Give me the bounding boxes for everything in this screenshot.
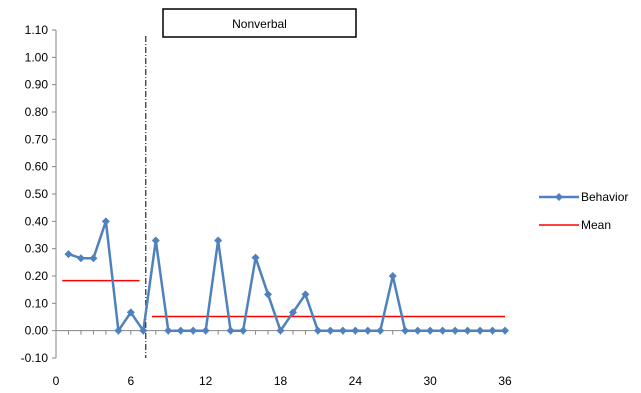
data-point [201,326,210,335]
legend-label-behavior: Behavior [581,190,628,204]
y-tick-label: 1.10 [25,23,49,37]
phase-label: Nonverbal [232,17,287,31]
legend: Behavior Mean [539,190,628,232]
data-point [114,326,123,335]
y-tick-label: 0.90 [25,78,49,92]
series-line-behavior [68,220,505,332]
data-point [64,250,73,259]
y-tick-label: 1.00 [25,50,49,64]
data-point [326,326,335,335]
x-tick-label: 0 [53,374,60,388]
data-point [313,326,322,335]
data-point [426,326,435,335]
legend-label-mean: Mean [581,218,611,232]
data-point [126,308,135,317]
y-tick-label: 0.20 [25,269,49,283]
data-point [476,326,485,335]
y-tick-label: 0.60 [25,160,49,174]
data-point [413,326,422,335]
phase-label-group: Nonverbal [162,8,357,38]
y-tick-label: 0.40 [25,214,49,228]
y-tick-label: 0.50 [25,187,49,201]
x-tick-label: 18 [274,374,288,388]
marks [62,36,509,358]
y-tick-label: 0.70 [25,132,49,146]
data-point [226,326,235,335]
data-point [338,326,347,335]
x-tick-label: 30 [423,374,437,388]
y-tick-label: 0.10 [25,296,49,310]
data-point [139,326,148,335]
data-point [176,326,185,335]
data-point [301,290,310,299]
y-tick-label: 0.80 [25,105,49,119]
data-point [89,254,98,263]
data-point [488,326,497,335]
legend-marker-behavior [555,193,563,201]
data-point [101,217,110,226]
data-point [351,326,360,335]
y-tick-label: 0.30 [25,242,49,256]
data-point [288,308,297,317]
data-point [189,326,198,335]
data-point [401,326,410,335]
data-point [214,236,223,245]
data-point [463,326,472,335]
data-point [438,326,447,335]
phase-label-box [162,8,357,38]
x-tick-label: 36 [498,374,512,388]
data-point [276,326,285,335]
data-point [388,272,397,280]
data-point [501,326,509,335]
x-tick-label: 6 [127,374,134,388]
data-point [76,254,85,263]
x-tick-label: 24 [349,374,363,388]
data-point [451,326,460,335]
axes: 1.10 1.00 0.90 0.80 0.70 0.60 0.50 0.40 0.30 0.20… [21,23,512,388]
y-tick-label: 0.00 [25,324,49,338]
data-point [251,253,260,262]
data-point [151,236,160,245]
x-tick-label: 12 [199,374,213,388]
data-point [239,326,248,335]
data-point [376,326,385,335]
y-tick-label: -0.10 [21,351,49,365]
data-point [363,326,372,335]
data-point [164,326,173,335]
data-point [264,290,273,299]
